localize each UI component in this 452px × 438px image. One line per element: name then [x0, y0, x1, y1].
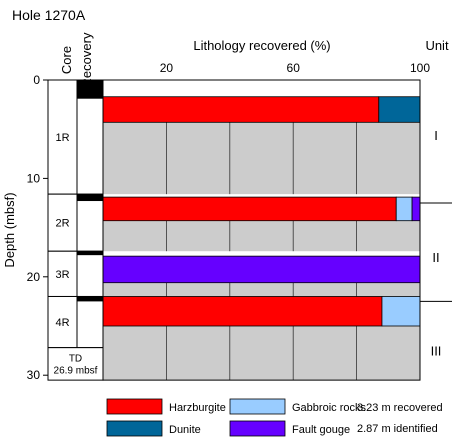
- unit-column-header: Unit: [425, 38, 449, 53]
- recovery-box: [76, 193, 104, 252]
- legend-swatch-harzburgite: [106, 398, 163, 415]
- core-label: 1R: [55, 132, 69, 144]
- lithology-bars-layer: [102, 80, 452, 327]
- core-label: 2R: [55, 218, 69, 230]
- unit-label: I: [434, 128, 438, 143]
- recovery-column-header: Recovery: [79, 32, 94, 87]
- summary-note: 3.23 m recovered: [357, 402, 443, 414]
- td-box: [47, 347, 104, 381]
- chart-title: Hole 1270A: [12, 7, 86, 23]
- recovery-marker: [77, 296, 103, 302]
- plot-background-layer: [103, 80, 420, 381]
- x-tick-label: 60: [287, 61, 301, 75]
- recovery-marker: [77, 194, 103, 202]
- bar-top-gap: [103, 80, 452, 97]
- recovery-marker: [77, 251, 103, 256]
- legend-label: Fault gouge: [292, 424, 350, 436]
- y-tick-label: 0: [33, 73, 40, 87]
- legend-label: Gabbroic rocks: [292, 402, 366, 414]
- y-tick-label: 10: [27, 171, 41, 185]
- recovery-marker: [77, 80, 103, 99]
- unit-label: III: [431, 344, 442, 359]
- lithology-segment-gabbroic-rocks: [381, 296, 421, 327]
- gridline-layer: [165, 80, 358, 381]
- legend-label: Harzburgite: [169, 402, 226, 414]
- y-tick-label: 30: [27, 368, 41, 382]
- td-depth-label: 26.9 mbsf: [54, 366, 98, 377]
- legend: Harzburgite Gabbroic rocks Dunite Fault gou…: [106, 398, 443, 437]
- plot-frame: [102, 79, 421, 381]
- summary-note: 2.87 m identified: [357, 423, 438, 435]
- axes-layer: 0 10 20 30 20 60 100: [27, 61, 431, 382]
- lithology-segment-harzburgite: [102, 96, 380, 123]
- bar-top-gap: [103, 194, 452, 198]
- x-tick-label: 20: [160, 61, 174, 75]
- core-label: 3R: [55, 269, 69, 281]
- core-box: [47, 79, 78, 195]
- core-column-header: Core: [59, 46, 74, 74]
- plot-background: [103, 80, 420, 381]
- recovery-box: [76, 295, 104, 349]
- lithology-segment-fault-gouge: [102, 255, 421, 284]
- legend-swatch-dunite: [106, 420, 163, 437]
- td-label: TD: [69, 354, 82, 365]
- core-box: [47, 193, 78, 252]
- legend-swatch-gabbroic-rocks: [229, 398, 286, 415]
- y-tick-label: 20: [27, 270, 41, 284]
- legend-label: Dunite: [169, 424, 201, 436]
- lithology-segment-gabbroic-rocks: [395, 196, 413, 222]
- unit-label: II: [432, 250, 439, 265]
- x-axis-title: Lithology recovered (%): [193, 38, 330, 53]
- lithology-segment-harzburgite: [102, 196, 397, 222]
- lithology-segment-fault-gouge: [411, 196, 421, 222]
- core-label: 4R: [55, 317, 69, 329]
- bar-top-gap: [103, 251, 452, 257]
- lithology-segment-harzburgite: [102, 296, 383, 327]
- y-axis-title: Depth (mbsf): [2, 192, 17, 267]
- recovery-box: [76, 250, 104, 297]
- legend-swatch-fault-gouge: [229, 420, 286, 437]
- x-tick-label: 100: [410, 61, 430, 75]
- lithology-segment-dunite: [378, 96, 421, 123]
